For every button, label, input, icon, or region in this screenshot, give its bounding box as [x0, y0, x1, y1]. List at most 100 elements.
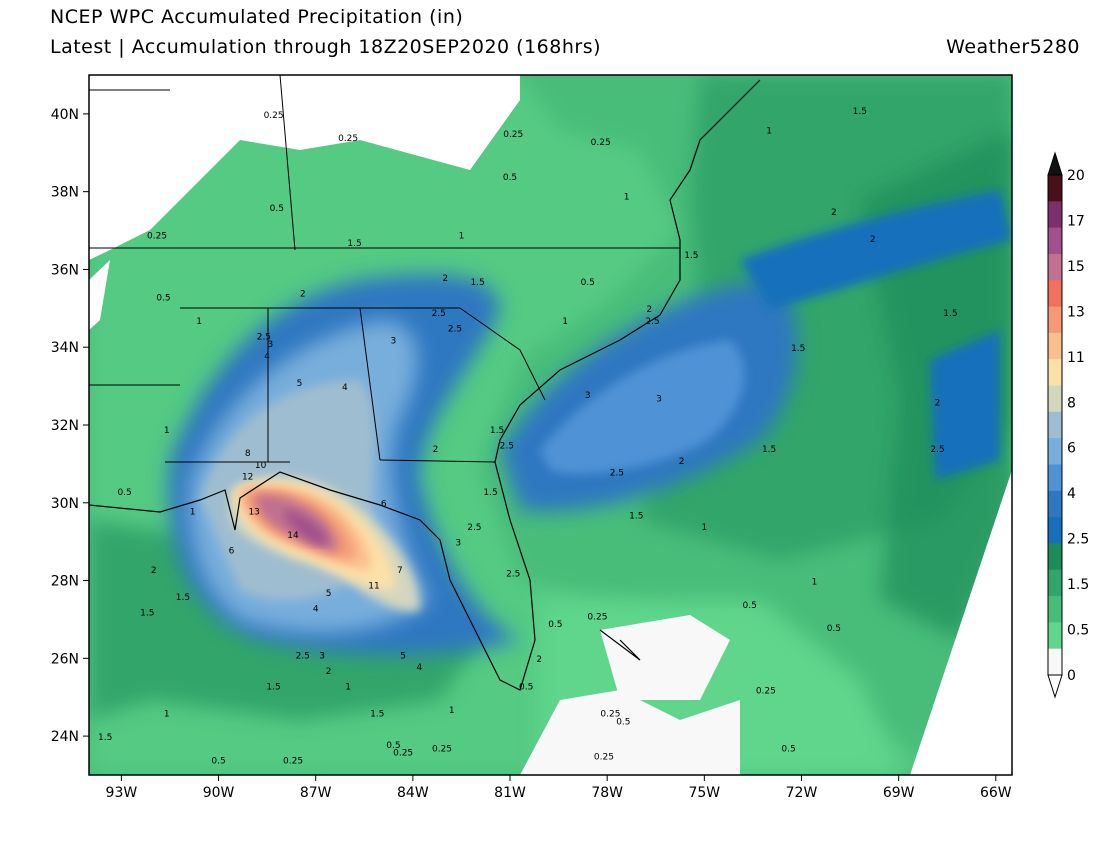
contour-label: 13 — [248, 507, 259, 517]
contour-label: 0.5 — [548, 620, 562, 630]
no-data-wedge — [910, 470, 1012, 775]
contour-label: 1.5 — [684, 251, 698, 261]
colorbar-swatch — [1048, 438, 1062, 465]
contour-label: 0.25 — [393, 749, 413, 759]
colorbar-tick-label: 0.5 — [1067, 623, 1089, 639]
contour-label: 3 — [267, 340, 273, 350]
lat-label: 38N — [51, 185, 79, 201]
map-subtitle: Latest | Accumulation through 18Z20SEP20… — [50, 36, 602, 58]
colorbar-swatch — [1048, 227, 1062, 255]
contour-label: 1 — [766, 126, 772, 136]
fl-ga-boundary — [379, 459, 496, 463]
contour-label: 7 — [397, 566, 403, 576]
precip-field — [89, 75, 1012, 775]
colorbar-swatch — [1048, 385, 1062, 413]
contour-label: 2.5 — [645, 317, 659, 327]
colorbar-tick-label: 4 — [1067, 486, 1076, 502]
contour-label: 1.5 — [347, 239, 361, 249]
no-rain-west — [89, 260, 110, 330]
contour-label: 0.25 — [432, 745, 452, 755]
contour-label: 1 — [562, 317, 568, 327]
contour-label: 12 — [242, 472, 253, 482]
map-title: NCEP WPC Accumulated Precipitation (in) — [50, 6, 464, 28]
colorbar-tick-label: 0 — [1067, 668, 1076, 684]
contour-label: 3 — [585, 391, 591, 401]
colorbar-tick-label: 8 — [1067, 395, 1076, 411]
contour-label: 1 — [190, 507, 196, 517]
contour-label: 0.5 — [156, 294, 170, 304]
contour-label: 1.5 — [629, 511, 643, 521]
contour-label: 2 — [870, 235, 876, 245]
contour-label: 2 — [300, 290, 306, 300]
colorbar-swatch — [1048, 464, 1062, 492]
contour-label: 1.5 — [470, 278, 484, 288]
contour-label: 1 — [164, 426, 170, 436]
contour-label: 1 — [624, 192, 630, 202]
lon-label: 75W — [688, 785, 720, 801]
longitude-labels: 93W 90W 87W 84W 81W 78W 75W 72W 69W 66W — [106, 775, 1012, 801]
contour-label: 8 — [245, 449, 251, 459]
contour-label: 5 — [326, 589, 332, 599]
colorbar-bottom-arrow — [1047, 674, 1063, 699]
contour-label: 5 — [400, 651, 406, 661]
contour-label: 1 — [812, 577, 818, 587]
contour-label: 0.25 — [591, 138, 611, 148]
contour-label: 2 — [935, 399, 941, 409]
no-rain-south — [520, 690, 740, 775]
contour-label: 3 — [391, 336, 397, 346]
al-ga-boundary — [359, 307, 381, 461]
contour-label: 2 — [151, 566, 157, 576]
contour-label: 1.5 — [791, 344, 805, 354]
colorbar-tick-label: 20 — [1067, 168, 1085, 184]
contour-label: 3 — [656, 395, 662, 405]
east-blue-patch — [930, 330, 1000, 480]
latitude-labels: 40N 38N 36N 34N 32N 30N 28N 26N 24N — [51, 107, 89, 745]
contour-label: 2.5 — [467, 523, 481, 533]
contour-label: 5 — [297, 379, 303, 389]
contour-label: 0.25 — [594, 752, 614, 762]
contour-label: 2.5 — [448, 325, 462, 335]
contour-label: 0.25 — [338, 134, 358, 144]
colorbar-swatch — [1048, 490, 1062, 518]
contour-label: 1 — [701, 523, 707, 533]
contour-label: 6 — [381, 500, 387, 510]
brand-label: Weather5280 — [946, 36, 1080, 58]
colorbar-swatch — [1048, 622, 1062, 650]
contour-label: 1.5 — [370, 710, 384, 720]
lon-label: 78W — [591, 785, 623, 801]
contour-label: 2 — [442, 274, 448, 284]
contour-label: 0.5 — [270, 204, 284, 214]
no-rain-bahamas — [600, 615, 730, 700]
contour-label: 1 — [459, 231, 465, 241]
colorbar: 20 17 15 13 11 8 6 4 2.5 1.5 0.5 0 — [1047, 151, 1089, 699]
contour-label: 1.5 — [266, 682, 280, 692]
no-rain-north — [89, 75, 520, 260]
colorbar-tick-label: 2.5 — [1067, 532, 1089, 548]
contour-label: 1.5 — [98, 733, 112, 743]
colorbar-swatch — [1048, 517, 1062, 544]
contour-label: 1.5 — [762, 445, 776, 455]
contour-label: 4 — [342, 383, 348, 393]
contour-label: 0.5 — [211, 756, 225, 766]
state-boundaries — [89, 75, 680, 463]
colorbar-swatch — [1048, 648, 1062, 676]
colorbar-tick-label: 6 — [1067, 441, 1076, 457]
contour-label: 1 — [196, 317, 202, 327]
contour-label: 0.5 — [581, 278, 595, 288]
colorbar-swatch — [1048, 359, 1062, 387]
contour-label: 2.5 — [506, 570, 520, 580]
contour-label: 11 — [368, 581, 379, 591]
colorbar-tick-label: 17 — [1067, 213, 1085, 229]
contour-label: 2.5 — [500, 441, 514, 451]
coastline — [89, 79, 761, 691]
contour-label: 0.25 — [756, 686, 776, 696]
bahamas-outline — [599, 629, 641, 661]
core-mauve — [285, 510, 327, 546]
contour-label: 1.5 — [490, 426, 504, 436]
contour-label: 0.5 — [827, 624, 841, 634]
contour-label: 0.5 — [519, 682, 533, 692]
lon-label: 69W — [883, 785, 915, 801]
lat-label: 30N — [51, 496, 79, 512]
lon-label: 84W — [397, 785, 429, 801]
